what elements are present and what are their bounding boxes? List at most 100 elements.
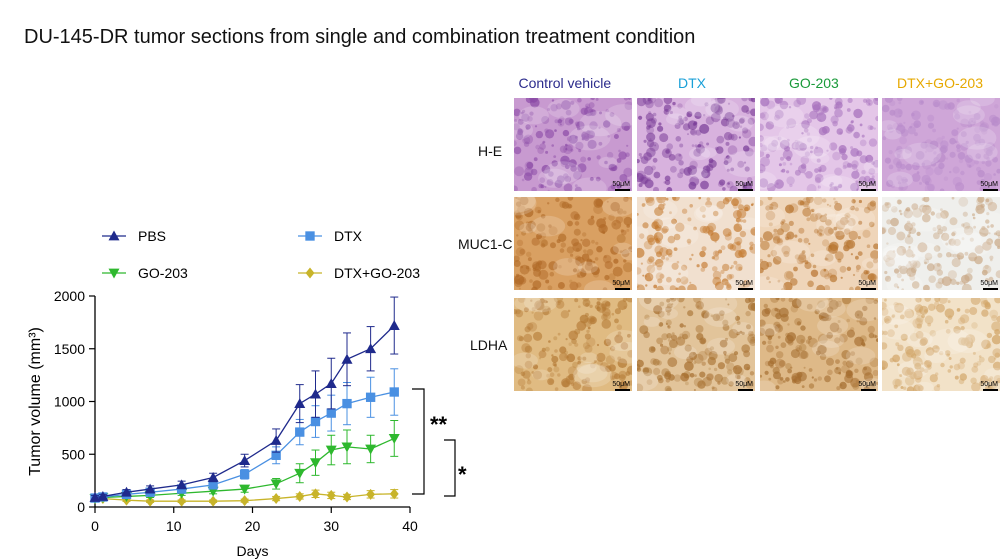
data-point-dtx (389, 387, 399, 397)
row-label-h-e: H-E (478, 143, 503, 159)
significance-bracket-inner (444, 439, 456, 497)
column-label-go-203: GO-203 (789, 75, 839, 91)
legend-marker-dtx-go-203 (305, 267, 315, 279)
scale-bar-label: 50μM (735, 381, 753, 388)
scale-bar-label: 50μM (858, 280, 876, 287)
data-point-pbs (388, 320, 400, 330)
y-tick-label: 500 (62, 446, 86, 462)
data-point-pbs (365, 343, 377, 354)
micrograph-muc1-c-control-vehicle: 50μM (514, 197, 632, 290)
data-point-go-203 (388, 434, 400, 444)
data-point-pbs (341, 353, 353, 364)
data-point-dtx (310, 416, 321, 427)
data-point-dtx (239, 469, 250, 479)
legend-label-dtx: DTX (334, 228, 363, 244)
row-label-ldha: LDHA (470, 337, 508, 353)
data-point-pbs (89, 492, 101, 502)
data-point-dtx-go-203 (177, 495, 187, 507)
data-point-go-203 (341, 442, 353, 453)
scale-bar (615, 389, 630, 391)
data-point-dtx-go-203 (208, 495, 218, 507)
data-point-pbs (294, 398, 306, 409)
significance-bracket-outer (412, 388, 425, 495)
x-tick-label: 20 (245, 518, 261, 534)
micrograph-muc1-c-go-203: 50μM (760, 197, 878, 290)
scale-bar (983, 288, 998, 290)
x-tick-label: 0 (91, 518, 99, 534)
legend-label-go-203: GO-203 (138, 265, 188, 281)
micrograph-h-e-dtx: 50μM (637, 98, 755, 191)
data-point-dtx-go-203 (271, 493, 281, 505)
data-point-dtx (295, 427, 305, 437)
micrograph-h-e-control-vehicle: 50μM (514, 98, 632, 191)
scale-bar-label: 50μM (980, 280, 998, 287)
micrograph-muc1-c-dtx-go-203: 50μM (882, 197, 1000, 290)
data-point-pbs (121, 486, 132, 497)
tumor-volume-chart: 0 500 1000 1500 2000 0 10 20 30 40 Days Tumor volum… (27, 228, 467, 559)
figure-title: DU-145-DR tumor sections from single and… (24, 26, 696, 48)
scale-bar-label: 50μM (612, 381, 630, 388)
micrograph-ldha-control-vehicle: 50μM (514, 298, 632, 391)
y-tick-label: 1000 (54, 394, 85, 410)
legend-marker-go-203 (108, 268, 120, 279)
data-point-go-203 (239, 484, 251, 495)
y-tick-label: 2000 (54, 288, 85, 304)
data-point-pbs (310, 388, 321, 399)
scale-bar (983, 389, 998, 391)
scale-bar (615, 189, 630, 191)
scale-bar (861, 189, 876, 191)
scale-bar-label: 50μM (612, 181, 630, 188)
column-label-dtx: DTX (678, 75, 706, 91)
data-point-go-203 (270, 479, 282, 490)
scale-bar (861, 288, 876, 290)
y-tick-label: 1500 (54, 341, 85, 357)
scale-bar-label: 50μM (612, 280, 630, 287)
x-tick-label: 40 (402, 518, 418, 534)
scale-bar-label: 50μM (980, 381, 998, 388)
data-point-dtx-go-203 (366, 488, 376, 500)
data-point-dtx-go-203 (295, 490, 305, 502)
data-point-dtx-go-203 (326, 489, 336, 501)
scale-bar-label: 50μM (858, 181, 876, 188)
data-point-dtx-go-203 (389, 488, 399, 500)
micrograph-muc1-c-dtx: 50μM (637, 197, 755, 290)
data-point-pbs (207, 471, 219, 482)
data-point-pbs (270, 435, 282, 445)
scale-bar (861, 389, 876, 391)
data-point-pbs (176, 479, 188, 490)
significance-double-star: ** (430, 412, 448, 437)
y-axis-label: Tumor volume (mm³) (27, 327, 44, 476)
data-point-dtx-go-203 (311, 488, 320, 500)
data-point-dtx (208, 480, 218, 490)
data-point-go-203 (325, 445, 337, 456)
scale-bar (738, 189, 753, 191)
micrograph-ldha-dtx: 50μM (637, 298, 755, 391)
scale-bar-label: 50μM (980, 181, 998, 188)
micrograph-ldha-go-203: 50μM (760, 298, 878, 391)
scale-bar (615, 288, 630, 290)
data-point-dtx-go-203 (240, 495, 250, 507)
data-point-dtx (271, 450, 281, 460)
scale-bar (983, 189, 998, 191)
legend-label-pbs: PBS (138, 228, 166, 244)
data-point-go-203 (294, 468, 306, 479)
scale-bar (738, 288, 753, 290)
scale-bar-label: 50μM (858, 381, 876, 388)
legend-marker-pbs (108, 230, 120, 241)
micrograph-h-e-go-203: 50μM (760, 98, 878, 191)
data-point-dtx-go-203 (342, 491, 352, 503)
data-point-dtx (365, 392, 376, 402)
scale-bar-label: 50μM (735, 280, 753, 287)
data-point-pbs (144, 483, 156, 494)
x-tick-label: 30 (323, 518, 339, 534)
column-label-dtx-go-203: DTX+GO-203 (897, 75, 983, 91)
legend-label-dtx-go-203: DTX+GO-203 (334, 265, 420, 281)
scale-bar (738, 389, 753, 391)
micrograph-h-e-dtx-go-203: 50μM (882, 98, 1000, 191)
legend-marker-dtx (305, 231, 315, 241)
data-point-dtx-go-203 (145, 495, 155, 507)
data-point-go-203 (310, 458, 321, 469)
data-point-dtx (342, 398, 352, 409)
data-point-dtx (326, 408, 336, 418)
column-label-control-vehicle: Control vehicle (518, 75, 612, 91)
